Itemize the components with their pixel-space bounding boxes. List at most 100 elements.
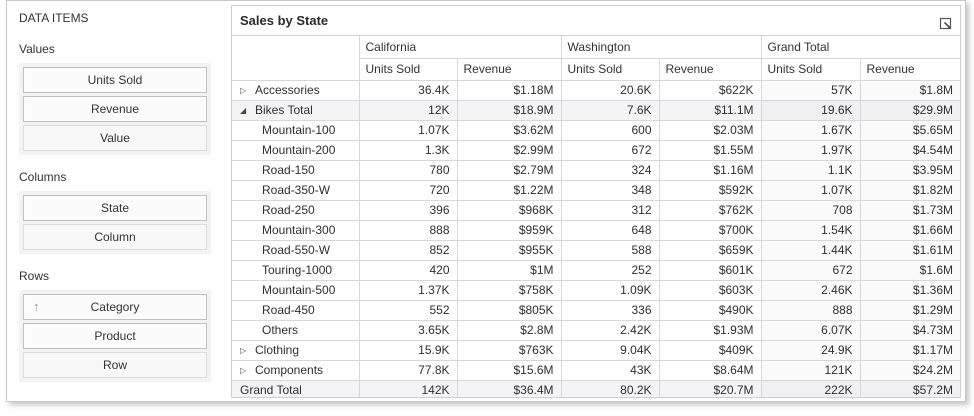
cell: 142K (358, 379, 458, 397)
expand-icon[interactable]: ▷ (240, 86, 247, 95)
cell: 9.04K (560, 339, 660, 361)
cell: $1.61M (859, 239, 960, 261)
row-label: Clothing (255, 343, 300, 357)
cell: 19.6K (760, 99, 861, 121)
cell: $4.73M (859, 319, 960, 341)
cell: 1.3K (358, 139, 458, 161)
cell: $762K (658, 199, 762, 221)
cell: $1.73M (859, 199, 960, 221)
cell: 324 (560, 159, 660, 181)
cell: $1.16M (658, 159, 762, 181)
cell: $5.65M (859, 119, 960, 141)
cell: $11.1M (658, 99, 762, 121)
pivot-widget-card: DATA ITEMS Values Units Sold Revenue Val… (6, 0, 966, 402)
measure-header-units-sold[interactable]: Units Sold (359, 57, 458, 81)
expand-icon[interactable]: ▷ (240, 346, 247, 355)
collapse-icon[interactable]: ◢ (240, 106, 247, 115)
row-label: Mountain-200 (262, 143, 336, 157)
column-group-header-row: California Washington Grand Total (232, 36, 960, 81)
cell: $700K (658, 219, 762, 241)
row-header: Mountain-200 (232, 139, 360, 161)
cell: 888 (358, 219, 458, 241)
row-header[interactable]: ▷ Clothing (232, 339, 360, 361)
cell: $1.82M (859, 179, 960, 201)
cell: 6.07K (760, 319, 861, 341)
field-button-revenue[interactable]: Revenue (23, 96, 207, 122)
cell: 348 (560, 179, 660, 201)
field-button-category[interactable]: ↑ Category (23, 294, 207, 320)
values-group: Units Sold Revenue Value (19, 63, 211, 155)
cell: $1.55M (658, 139, 762, 161)
row-header[interactable]: ▷ Accessories (232, 79, 360, 101)
cell: 15.9K (358, 339, 458, 361)
cell: $36.4M (456, 379, 562, 397)
cell: 3.65K (358, 319, 458, 341)
column-header-grand-total[interactable]: Grand Total (760, 36, 960, 59)
cell: $3.95M (859, 159, 960, 181)
cell: $592K (658, 179, 762, 201)
cell: $1.8M (859, 79, 960, 101)
field-button-column[interactable]: Column (23, 224, 207, 250)
field-button-product[interactable]: Product (23, 323, 207, 349)
expand-icon[interactable]: ▷ (240, 366, 247, 375)
cell: $2.99M (456, 139, 562, 161)
cell: 43K (560, 359, 660, 381)
field-button-state[interactable]: State (23, 195, 207, 221)
measure-header-revenue[interactable]: Revenue (859, 57, 960, 81)
cell: 1.97K (760, 139, 861, 161)
cell: $409K (658, 339, 762, 361)
cell: 648 (560, 219, 660, 241)
cell: 2.46K (760, 279, 861, 301)
columns-group-label: Columns (19, 170, 67, 184)
column-header-washington[interactable]: Washington (560, 36, 762, 59)
row-header[interactable]: ◢ Bikes Total (232, 99, 360, 121)
row-header: Road-550-W (232, 239, 360, 261)
table-row: Mountain-500 1.37K $758K 1.09K $603K 2.46K $1.… (232, 279, 960, 301)
cell: $2.8M (456, 319, 562, 341)
column-header-california[interactable]: California (358, 36, 562, 59)
cell: 1.37K (358, 279, 458, 301)
cell: $1.22M (456, 179, 562, 201)
measure-header-row: Units Sold Revenue Units Sold Revenue Un… (232, 57, 960, 81)
cell: 121K (760, 359, 861, 381)
rows-group: ↑ Category Product Row (19, 290, 211, 382)
cell: 672 (560, 139, 660, 161)
table-row: Grand Total 142K $36.4M 80.2K $20.7M 222K $57.… (232, 379, 960, 398)
pivot-body: ▷ Accessories 36.4K $1.18M 20.6K $622K 57K $1.8… (232, 79, 960, 398)
cell: $8.64M (658, 359, 762, 381)
cell: 1.67K (760, 119, 861, 141)
table-row: ▷ Components 77.8K $15.6M 43K $8.64M 121K $24.2… (232, 359, 960, 381)
measure-header-units-sold[interactable]: Units Sold (760, 57, 861, 81)
field-button-value[interactable]: Value (23, 125, 207, 151)
row-header[interactable]: ▷ Components (232, 359, 360, 381)
arrow-up-icon: ↑ (33, 299, 40, 314)
cell: 1.1K (760, 159, 861, 181)
measure-header-revenue[interactable]: Revenue (658, 57, 762, 81)
cell: $15.6M (456, 359, 562, 381)
cell: 888 (760, 299, 861, 321)
cell: $1.18M (456, 79, 562, 101)
cell: 780 (358, 159, 458, 181)
row-header: Grand Total (232, 379, 360, 398)
export-icon[interactable] (938, 13, 954, 30)
pivot-title: Sales by State (240, 13, 329, 28)
cell: $1.29M (859, 299, 960, 321)
table-row: Road-250 396 $968K 312 $762K 708 $1.73M (232, 199, 960, 221)
row-header: Others (232, 319, 360, 341)
field-button-row[interactable]: Row (23, 352, 207, 378)
row-label: Road-450 (262, 303, 315, 317)
table-row: ▷ Clothing 15.9K $763K 9.04K $409K 24.9K $1.17M (232, 339, 960, 361)
row-label: Others (262, 323, 299, 337)
field-button-units-sold[interactable]: Units Sold (23, 67, 207, 93)
cell: 36.4K (358, 79, 458, 101)
measure-header-units-sold[interactable]: Units Sold (560, 57, 660, 81)
table-row: Mountain-200 1.3K $2.99M 672 $1.55M 1.97K $4.5… (232, 139, 960, 161)
row-label: Grand Total (240, 383, 302, 398)
row-header: Mountain-300 (232, 219, 360, 241)
cell: 57K (760, 79, 861, 101)
row-label: Road-350-W (262, 183, 331, 197)
measure-header-revenue[interactable]: Revenue (456, 57, 562, 81)
columns-group: State Column (19, 191, 211, 254)
row-label: Mountain-100 (262, 123, 336, 137)
pivot-title-bar: Sales by State (232, 6, 960, 36)
